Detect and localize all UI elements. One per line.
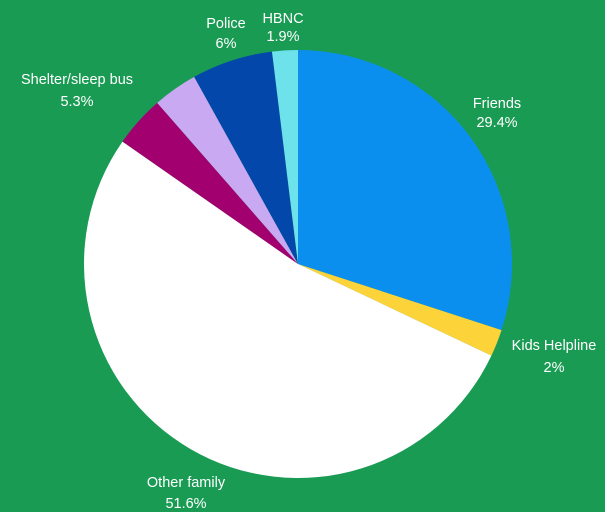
slice-shelter-sleep-bus-4 [157, 76, 298, 265]
slice-police-5 [194, 51, 298, 265]
slice-hbnc-6 [272, 50, 298, 264]
value-kids-helpline: 2% [544, 360, 565, 376]
label-kids-helpline: Kids Helpline [512, 338, 597, 354]
pie-slices [84, 50, 513, 478]
value-other-family: 51.6% [165, 496, 206, 512]
slice-unlabeled-3 [122, 102, 298, 264]
slice-kids-helpline-1 [298, 264, 502, 356]
value-police: 6% [216, 36, 237, 52]
value-friends: 29.4% [476, 115, 517, 131]
slice-friends-0 [298, 50, 513, 331]
label-police: Police [206, 16, 246, 32]
label-hbnc: HBNC [262, 11, 303, 27]
slice-other-family-2 [84, 141, 492, 478]
value-shelter: 5.3% [60, 94, 93, 110]
label-shelter: Shelter/sleep bus [21, 72, 133, 88]
label-other-family: Other family [147, 475, 226, 491]
value-hbnc: 1.9% [266, 29, 299, 45]
label-friends: Friends [473, 96, 521, 112]
